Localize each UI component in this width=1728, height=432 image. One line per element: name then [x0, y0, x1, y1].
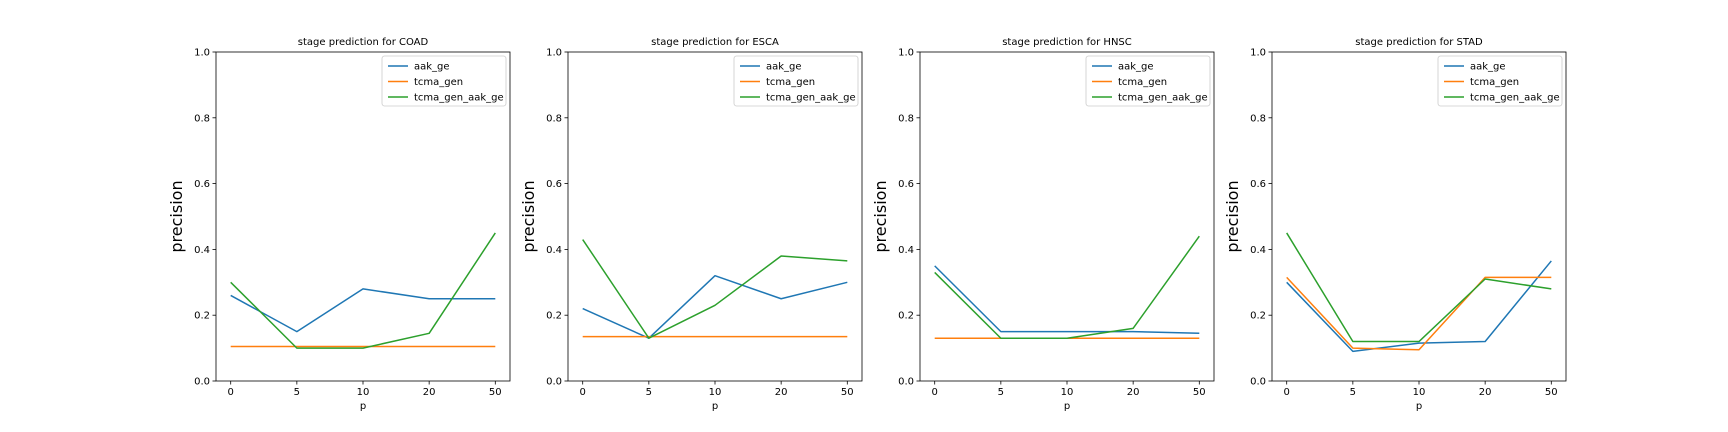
y-tick-label: 0.2	[898, 311, 914, 322]
legend-label: tcma_gen_aak_ge	[1118, 93, 1208, 104]
x-tick-label: 50	[489, 387, 502, 398]
series-line-tcma_gen_aak_ge	[230, 232, 496, 349]
y-tick-label: 0.8	[898, 113, 914, 124]
y-tick-label: 0.0	[1250, 377, 1266, 388]
x-tick-label: 5	[1350, 387, 1356, 398]
x-tick-label: 5	[294, 387, 300, 398]
series-line-tcma_gen_aak_ge	[1286, 232, 1552, 343]
legend-label: tcma_gen	[1470, 77, 1519, 88]
x-tick-label: 20	[423, 387, 436, 398]
chart-title: stage prediction for STAD	[1355, 37, 1483, 48]
y-tick-label: 1.0	[898, 48, 914, 59]
legend-box	[1437, 55, 1563, 107]
legend-label: tcma_gen	[766, 77, 815, 88]
legend-label: tcma_gen_aak_ge	[1470, 93, 1560, 104]
y-tick-label: 0.4	[1250, 245, 1266, 256]
x-tick-label: 20	[1479, 387, 1492, 398]
y-tick-label: 0.8	[194, 113, 210, 124]
x-tick-label: 50	[1545, 387, 1558, 398]
chart-title: stage prediction for COAD	[298, 37, 429, 48]
y-tick-label: 1.0	[1250, 48, 1266, 59]
legend-label: tcma_gen	[414, 77, 463, 88]
x-axis-label: p	[712, 401, 718, 412]
x-tick-label: 50	[841, 387, 854, 398]
y-tick-label: 1.0	[194, 48, 210, 59]
y-tick-label: 0.8	[1250, 113, 1266, 124]
y-tick-label: 0.2	[546, 311, 562, 322]
x-axis-label: p	[1064, 401, 1070, 412]
y-tick-label: 0.0	[194, 377, 210, 388]
chart-title: stage prediction for ESCA	[651, 37, 779, 48]
chart-panel-0: stage prediction for COAD 0.0 0.2 0.4 0.6 0.8…	[167, 37, 511, 412]
legend-label: aak_ge	[766, 62, 802, 73]
y-tick-label: 0.4	[898, 245, 914, 256]
x-tick-label: 0	[228, 387, 234, 398]
x-tick-label: 20	[1127, 387, 1140, 398]
x-tick-label: 0	[580, 387, 586, 398]
y-tick-label: 0.0	[546, 377, 562, 388]
series-line-aak_ge	[230, 288, 496, 333]
x-tick-label: 10	[1413, 387, 1426, 398]
series-line-tcma_gen_aak_ge	[582, 239, 848, 339]
y-tick-label: 0.4	[546, 245, 562, 256]
x-tick-label: 10	[357, 387, 370, 398]
legend-label: tcma_gen_aak_ge	[414, 93, 504, 104]
x-tick-label: 10	[709, 387, 722, 398]
y-tick-label: 0.4	[194, 245, 210, 256]
y-tick-label: 0.6	[898, 179, 914, 190]
y-tick-label: 0.6	[546, 179, 562, 190]
x-tick-label: 20	[775, 387, 788, 398]
x-axis-label: p	[360, 401, 366, 412]
y-tick-label: 0.2	[194, 311, 210, 322]
y-axis-label: precision	[871, 180, 890, 252]
x-tick-label: 5	[998, 387, 1004, 398]
chart-panel-3: stage prediction for STAD 0.0 0.2 0.4 0.6 0.8…	[1223, 37, 1567, 412]
x-tick-label: 5	[646, 387, 652, 398]
x-tick-label: 0	[1284, 387, 1290, 398]
y-tick-label: 0.6	[1250, 179, 1266, 190]
legend-box	[1085, 55, 1211, 107]
y-tick-label: 0.6	[194, 179, 210, 190]
y-tick-label: 0.0	[898, 377, 914, 388]
y-axis-label: precision	[1223, 180, 1242, 252]
x-axis-label: p	[1416, 401, 1422, 412]
chart-panel-1: stage prediction for ESCA 0.0 0.2 0.4 0.6 0.8…	[519, 37, 863, 412]
series-line-tcma_gen_aak_ge	[934, 235, 1200, 339]
series-line-aak_ge	[1286, 260, 1552, 353]
y-axis-label: precision	[519, 180, 538, 252]
chart-panel-2: stage prediction for HNSC 0.0 0.2 0.4 0.6 0.8…	[871, 37, 1215, 412]
x-tick-label: 50	[1193, 387, 1206, 398]
legend-box	[733, 55, 859, 107]
x-tick-label: 10	[1061, 387, 1074, 398]
legend-label: aak_ge	[414, 62, 450, 73]
series-line-aak_ge	[582, 274, 848, 339]
legend-box	[381, 55, 507, 107]
y-axis-label: precision	[167, 180, 186, 252]
y-tick-label: 0.2	[1250, 311, 1266, 322]
chart-title: stage prediction for HNSC	[1002, 37, 1132, 48]
y-tick-label: 0.8	[546, 113, 562, 124]
series-line-aak_ge	[934, 265, 1200, 335]
legend-label: aak_ge	[1470, 62, 1506, 73]
x-tick-label: 0	[932, 387, 938, 398]
y-tick-label: 1.0	[546, 48, 562, 59]
legend-label: aak_ge	[1118, 62, 1154, 73]
legend-label: tcma_gen_aak_ge	[766, 93, 856, 104]
legend-label: tcma_gen	[1118, 77, 1167, 88]
series-line-tcma_gen	[1286, 276, 1552, 351]
